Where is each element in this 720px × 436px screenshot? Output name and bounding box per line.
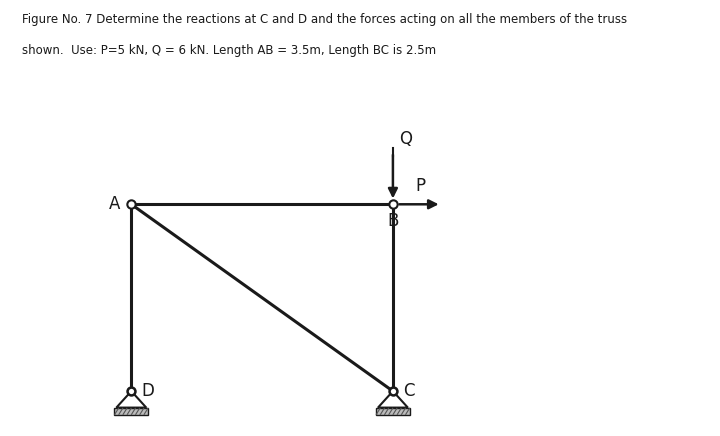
Text: D: D: [141, 382, 154, 400]
Text: B: B: [387, 212, 399, 230]
Bar: [376, 408, 410, 415]
Text: shown.  Use: P=5 kN, Q = 6 kN. Length AB = 3.5m, Length BC is 2.5m: shown. Use: P=5 kN, Q = 6 kN. Length AB …: [22, 44, 436, 57]
Text: Figure No. 7 Determine the reactions at C and D and the forces acting on all the: Figure No. 7 Determine the reactions at …: [22, 13, 626, 26]
Text: Q: Q: [399, 130, 412, 148]
Text: C: C: [404, 382, 415, 400]
Text: P: P: [415, 177, 426, 195]
Text: A: A: [109, 195, 120, 213]
Bar: [114, 408, 148, 415]
